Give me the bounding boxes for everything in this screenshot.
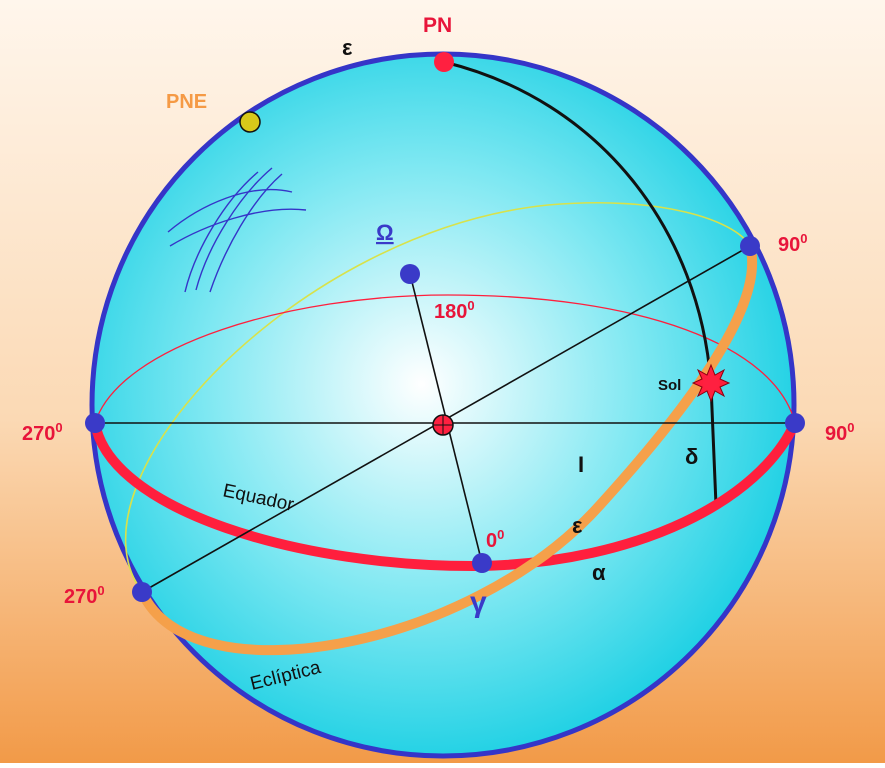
label-90-top: 900 [778,231,807,256]
label-epsilon-mid: ε [572,513,583,538]
center-point-icon [432,414,454,436]
sun-burst-icon [691,363,731,403]
point-270-ecliptic [132,582,152,602]
label-alpha: α [592,560,606,585]
point-90-ecliptic [740,236,760,256]
label-sol: Sol [658,377,681,394]
label-omega: Ω [376,220,394,245]
point-90-right [785,413,805,433]
decorative-grid-curves [167,167,307,293]
label-pn: PN [423,14,452,37]
ecliptic-back-arc [124,201,751,593]
hour-circle [443,60,718,506]
label-epsilon-top: ε [342,35,353,60]
label-270-bottom: 2700 [64,583,105,608]
label-180: 1800 [434,298,475,323]
label-0: 00 [486,527,504,552]
label-i: I [578,452,584,477]
label-gamma: γ [470,586,487,619]
north-pole-point [434,52,454,72]
ecliptic-front-arc [137,244,758,656]
point-270-left [85,413,105,433]
ecliptic-pole-point [239,111,261,133]
gamma-point [472,553,492,573]
label-pne: PNE [166,91,207,113]
omega-node-point [400,264,420,284]
label-delta: δ [685,444,698,469]
label-270-left: 2700 [22,420,63,445]
equator-back-arc [94,294,796,424]
label-90-right: 900 [825,420,854,445]
